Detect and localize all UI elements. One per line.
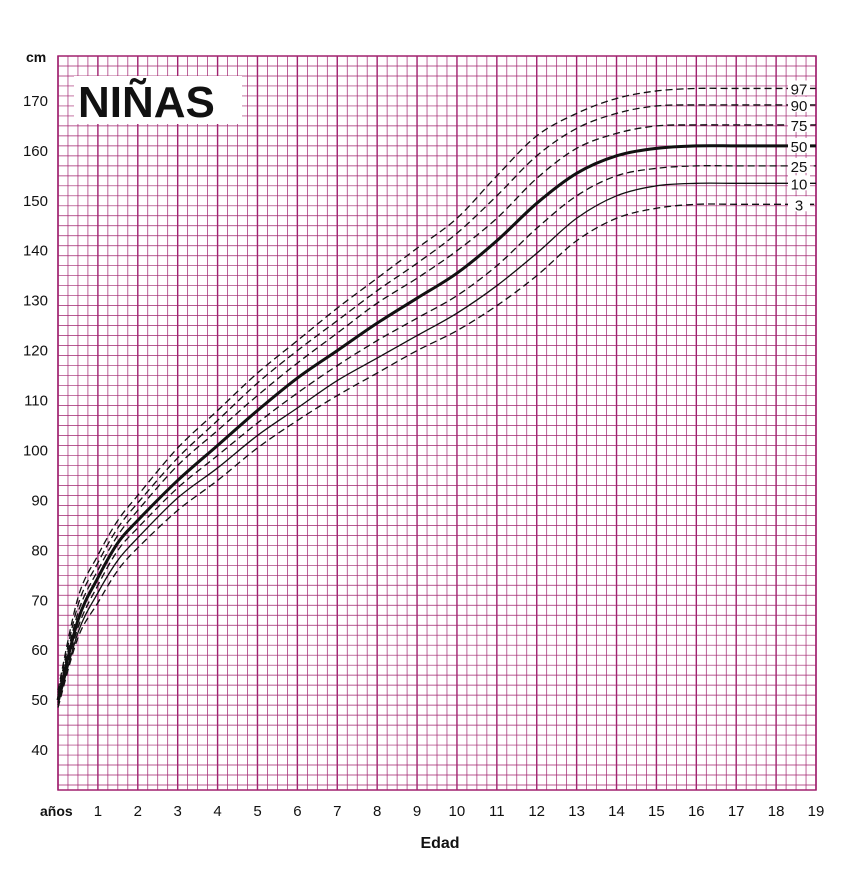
x-tick-label: 13 <box>568 803 585 820</box>
percentile-label-75: 75 <box>791 118 808 135</box>
x-tick-label: 14 <box>608 803 625 820</box>
x-tick-label: 10 <box>449 803 466 820</box>
y-tick-label: 70 <box>31 592 48 609</box>
percentile-curve-97 <box>57 87 816 691</box>
x-tick-label: 15 <box>648 803 665 820</box>
percentile-label-background <box>788 196 810 212</box>
percentile-label-background <box>788 96 810 112</box>
x-tick-label: 17 <box>728 803 745 820</box>
y-tick-label: 100 <box>23 443 48 460</box>
x-tick-label: 6 <box>293 803 301 820</box>
percentile-curve-50 <box>56 144 816 701</box>
percentile-label-90: 90 <box>791 98 808 115</box>
percentile-curves <box>56 87 817 708</box>
percentile-label-25: 25 <box>791 159 808 176</box>
y-axis-ticks: 40 50 60 70 80 90 100 110 120 130 140 150 160 170 <box>23 93 48 759</box>
percentile-curve-75 <box>57 124 816 696</box>
y-tick-label: 140 <box>23 243 48 260</box>
grid-minor <box>58 55 816 790</box>
x-tick-label: 16 <box>688 803 705 820</box>
percentile-curve-3 <box>57 203 816 708</box>
percentile-label-10: 10 <box>791 176 808 193</box>
y-tick-label: 160 <box>23 143 48 160</box>
x-tick-label: 1 <box>94 803 102 820</box>
y-tick-label: 150 <box>23 193 48 210</box>
percentile-label-background <box>788 80 810 96</box>
y-tick-label: 90 <box>31 492 48 509</box>
title-background <box>74 76 242 124</box>
percentile-curve-25 <box>57 165 816 703</box>
chart-title: NIÑAS <box>78 77 215 127</box>
x-tick-label: 18 <box>768 803 785 820</box>
y-axis-unit: cm <box>26 49 46 65</box>
percentile-label-3: 3 <box>795 197 803 214</box>
x-tick-label: 8 <box>373 803 381 820</box>
x-tick-label: 3 <box>174 803 182 820</box>
x-tick-label: 7 <box>333 803 341 820</box>
y-tick-label: 120 <box>23 343 48 360</box>
x-tick-label: 19 <box>808 803 825 820</box>
percentile-label-background <box>788 116 810 132</box>
x-tick-label: 11 <box>489 803 505 820</box>
x-tick-label: 4 <box>213 803 221 820</box>
y-tick-label: 60 <box>31 642 48 659</box>
percentile-label-background <box>788 157 810 173</box>
x-tick-label: 12 <box>528 803 545 820</box>
x-axis-unit: años <box>40 803 73 819</box>
y-tick-label: 130 <box>23 293 48 310</box>
x-tick-label: 2 <box>134 803 142 820</box>
x-tick-label: 5 <box>253 803 261 820</box>
x-tick-label: 9 <box>413 803 421 820</box>
y-tick-label: 110 <box>24 393 48 410</box>
percentile-curve-10 <box>57 182 816 706</box>
x-axis-label: Edad <box>420 835 459 852</box>
y-tick-label: 50 <box>31 692 48 709</box>
plot-border <box>57 55 817 791</box>
y-tick-label: 40 <box>31 742 48 759</box>
x-axis-ticks: 1 2 3 4 5 6 7 8 9 10 11 12 13 14 15 16 17 18 19 <box>94 803 825 820</box>
percentile-label-background <box>788 137 810 153</box>
y-tick-label: 170 <box>23 93 48 110</box>
y-tick-label: 80 <box>31 542 48 559</box>
percentile-label-background <box>788 175 810 191</box>
percentile-label-97: 97 <box>791 82 808 99</box>
percentile-label-50: 50 <box>791 139 808 156</box>
